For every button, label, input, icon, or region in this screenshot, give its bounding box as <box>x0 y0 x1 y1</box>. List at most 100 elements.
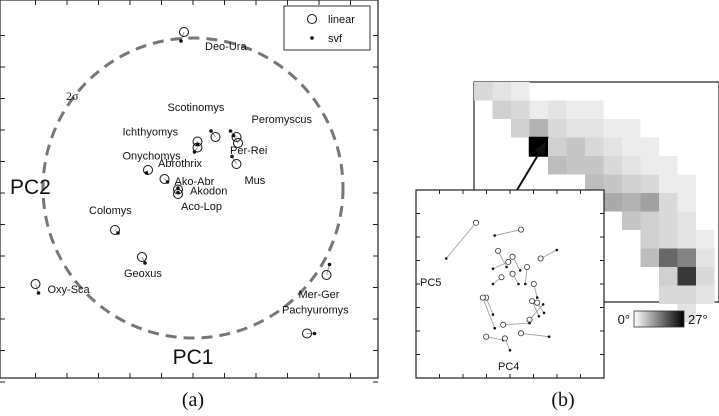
x-axis-title: PC1 <box>173 346 214 369</box>
panel-tag-a: (a) <box>182 389 204 411</box>
colorbar: 0° 27° <box>618 310 708 328</box>
ticks-inset <box>416 190 604 378</box>
point-linear <box>321 270 332 280</box>
inset-point-linear <box>509 270 516 277</box>
inset-point-svf <box>491 267 495 271</box>
heatmap-cell <box>529 119 548 138</box>
point-label: Scotinomys <box>168 102 225 114</box>
heatmap-cell <box>640 230 659 249</box>
inset-arrow <box>516 142 546 191</box>
inset-point-linear <box>534 299 541 306</box>
point-label: Akodon <box>190 186 227 198</box>
inset-point-linear <box>530 280 537 287</box>
inset-point-svf <box>524 282 527 286</box>
point-label: Per-Rei <box>230 145 267 157</box>
point-linear <box>30 279 41 289</box>
point-svf <box>231 133 236 138</box>
inset-point-linear <box>472 219 479 226</box>
heatmap-cell <box>492 82 511 101</box>
heatmap-cell <box>622 137 641 156</box>
inset-point-linear <box>526 316 533 323</box>
point-linear <box>137 252 147 262</box>
heatmap-cell <box>492 100 511 119</box>
legend-marker-svf <box>310 36 314 40</box>
point-svf <box>179 39 183 43</box>
pair-link <box>326 264 330 276</box>
point-label: Ako-Abr <box>175 176 215 188</box>
colorbar-gradient <box>633 310 685 328</box>
point-label: Colomys <box>89 205 132 217</box>
heatmap-cell <box>659 267 678 286</box>
inset-point-svf <box>444 257 448 260</box>
colorbar-min-label: 0° <box>618 312 630 327</box>
inset-point-svf <box>535 296 539 299</box>
heatmap-cell <box>548 137 567 156</box>
inset-point-linear <box>501 335 508 342</box>
heatmap-cell <box>640 174 659 193</box>
heatmap-cell <box>566 156 585 175</box>
inset-point-linear <box>495 247 502 254</box>
inset-point-linear <box>518 226 525 233</box>
plot-area-a <box>0 0 379 379</box>
inset-point-svf <box>491 282 495 286</box>
heatmap-cell <box>640 193 659 212</box>
heatmap-cell <box>677 248 696 267</box>
point-svf <box>176 186 180 190</box>
point-linear <box>143 165 153 175</box>
inset-pair-link <box>521 332 550 338</box>
heatmap-cell <box>622 193 641 212</box>
point-label: Pachyuromys <box>282 305 349 317</box>
heatmap-cell <box>659 285 678 304</box>
inset-pair-link <box>503 322 530 326</box>
heatmap-cell <box>511 119 530 138</box>
inset-point-linear <box>500 321 507 328</box>
inset-point-linear <box>509 253 516 260</box>
heatmap-cells <box>474 82 715 323</box>
point-linear <box>231 159 242 169</box>
point-label: Mus <box>245 175 266 187</box>
heatmap-cell <box>677 285 696 304</box>
legend-label-linear: linear <box>328 14 355 26</box>
arrow-shaft <box>516 149 542 191</box>
inset-point-linear <box>537 255 544 262</box>
point-linear <box>233 138 243 148</box>
point-label: Ichthyomys <box>123 127 179 139</box>
inset-point-svf <box>505 265 508 269</box>
heatmap-cell <box>529 100 548 119</box>
heatmap-cell <box>640 156 659 175</box>
heatmap-cell <box>696 230 715 249</box>
point-svf <box>230 154 234 159</box>
point-svf <box>176 190 180 195</box>
heatmap-cell <box>677 211 696 230</box>
ticks-a <box>0 0 378 383</box>
legend-box <box>283 5 371 51</box>
heatmap-cell <box>622 119 641 138</box>
inset-point-svf <box>493 326 497 330</box>
point-label: Aco-Lop <box>181 201 222 213</box>
heatmap-cell <box>659 211 678 230</box>
y-axis-title: PC2 <box>10 176 51 199</box>
inset-point-svf <box>541 303 545 306</box>
inset-pair-link <box>485 297 494 315</box>
heatmap-cell <box>659 193 678 212</box>
point-label: Mer-Ger <box>299 289 340 301</box>
heatmap-cell <box>585 156 604 175</box>
heatmap-cell <box>622 174 641 193</box>
point-svf <box>327 262 332 267</box>
inset-point-linear <box>498 274 505 281</box>
legend-marker-linear <box>307 14 317 24</box>
heatmap-cell <box>548 100 567 119</box>
inset-point-svf <box>517 282 520 286</box>
two-sigma-circle <box>41 36 345 340</box>
point-svf <box>144 171 149 175</box>
point-svf <box>195 142 200 147</box>
heatmap-cell <box>585 100 604 119</box>
point-svf <box>36 291 41 295</box>
inset-point-svf <box>555 248 559 252</box>
inset-point-svf <box>542 311 546 315</box>
point-label: Onychomys <box>123 151 182 163</box>
links-inset <box>445 222 557 351</box>
point-label: Deo-Ura <box>205 41 247 53</box>
panel-b: 0° 27° PC4 PC5 (b) <box>415 81 719 411</box>
